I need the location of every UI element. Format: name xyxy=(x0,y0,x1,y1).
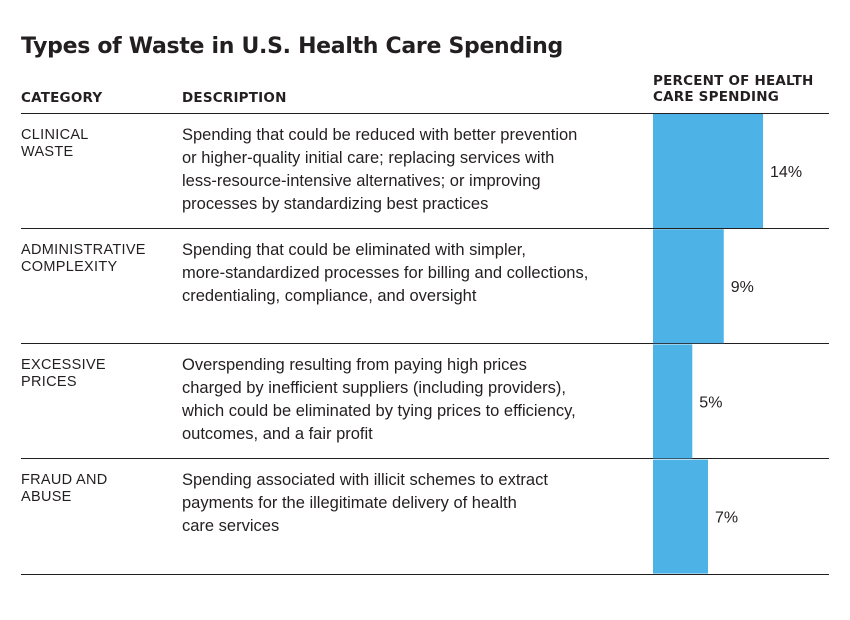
bar-2 xyxy=(653,229,724,344)
row-category-line: ABUSE xyxy=(21,489,72,505)
bar-4 xyxy=(653,459,709,574)
percent-column-header: PERCENT OF HEALTH CARE SPENDING xyxy=(653,73,814,105)
row-category-line: WASTE xyxy=(21,144,74,160)
row-description: Spending associated with illicit schemes… xyxy=(182,471,548,535)
table-row: ADMINISTRATIVE COMPLEXITY Spending that … xyxy=(0,228,850,343)
table-row: EXCESSIVE PRICES Overspending resulting … xyxy=(0,343,850,458)
row-divider xyxy=(21,228,829,229)
bar-1 xyxy=(653,114,764,228)
row-category-line: PRICES xyxy=(21,374,77,390)
bar-value-label: 9% xyxy=(731,279,754,296)
category-column-header: CATEGORY xyxy=(21,90,103,106)
row-description: Spending that could be eliminated with s… xyxy=(182,241,589,305)
bar-value-label: 14% xyxy=(770,164,802,181)
row-category-line: ADMINISTRATIVE xyxy=(21,242,146,258)
chart-title: Types of Waste in U.S. Health Care Spend… xyxy=(21,34,563,59)
row-category-line: CLINICAL xyxy=(21,127,89,143)
row-description: Spending that could be reduced with bett… xyxy=(182,126,578,213)
row-category: FRAUD AND ABUSE xyxy=(21,472,171,506)
bottom-rule xyxy=(21,574,829,575)
description-column-header: DESCRIPTION xyxy=(182,90,287,106)
bar-3 xyxy=(653,344,693,459)
header-rule xyxy=(21,113,829,114)
table-row: CLINICAL WASTE Spending that could be re… xyxy=(0,113,850,228)
row-category: EXCESSIVE PRICES xyxy=(21,357,171,391)
row-category: CLINICAL WASTE xyxy=(21,127,171,161)
row-divider xyxy=(21,458,829,459)
row-divider xyxy=(21,343,829,344)
row-category-line: FRAUD AND xyxy=(21,472,108,488)
table-row: FRAUD AND ABUSE Spending associated with… xyxy=(0,458,850,573)
row-category: ADMINISTRATIVE COMPLEXITY xyxy=(21,242,171,276)
row-category-line: COMPLEXITY xyxy=(21,259,118,275)
row-category-line: EXCESSIVE xyxy=(21,357,106,373)
bar-value-label: 7% xyxy=(715,510,738,527)
row-description: Overspending resulting from paying high … xyxy=(182,356,576,443)
bar-value-label: 5% xyxy=(699,394,722,411)
